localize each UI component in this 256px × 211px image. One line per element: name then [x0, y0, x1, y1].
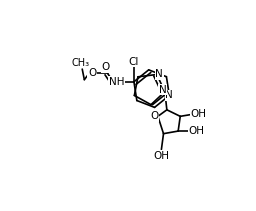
Text: NH: NH	[109, 77, 124, 87]
Text: O: O	[88, 68, 96, 78]
Text: OH: OH	[153, 151, 169, 161]
Text: O: O	[101, 62, 110, 72]
Text: N: N	[155, 69, 163, 80]
Text: N: N	[165, 91, 173, 100]
Text: CH₃: CH₃	[71, 58, 89, 68]
Text: OH: OH	[190, 109, 206, 119]
Text: Cl: Cl	[129, 57, 139, 67]
Text: O: O	[151, 111, 159, 121]
Text: N: N	[159, 85, 167, 95]
Text: OH: OH	[188, 126, 204, 136]
